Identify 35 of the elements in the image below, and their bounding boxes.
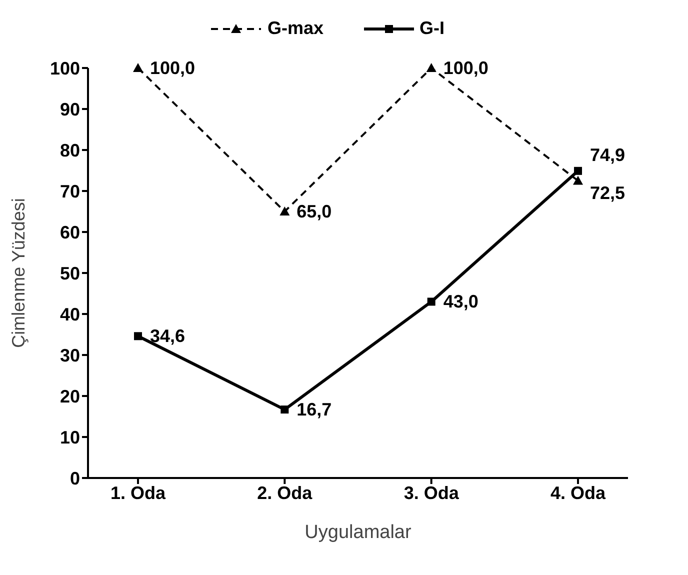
legend-label: G-max: [266, 18, 324, 39]
point: [280, 206, 290, 216]
y-tick-label: 30: [60, 345, 80, 366]
data-label: 74,9: [590, 144, 626, 165]
y-tick-label: 100: [50, 58, 80, 78]
data-label: 65,0: [296, 202, 332, 222]
data-label: 100,0: [150, 58, 196, 78]
y-tick-label: 70: [60, 181, 80, 202]
y-tick-label: 20: [60, 386, 80, 406]
y-tick-label: 50: [60, 263, 80, 284]
x-tick-label: 1. Oda: [110, 482, 166, 503]
point: [573, 176, 583, 185]
point: [280, 406, 289, 414]
x-tick-label: 4. Oda: [550, 482, 606, 503]
data-label: 16,7: [296, 400, 332, 420]
legend-label: G-I: [418, 18, 445, 39]
data-label: 72,5: [590, 182, 626, 203]
x-axis-title: Uygulamalar: [304, 522, 412, 543]
y-tick-label: 90: [60, 99, 80, 120]
x-tick-label: 2. Oda: [257, 482, 314, 503]
y-tick-label: 80: [60, 140, 80, 160]
x-tick-label: 3. Oda: [404, 482, 460, 503]
data-label: 43,0: [443, 292, 478, 312]
point: [574, 166, 582, 175]
y-axis-title: Çimlenme Yüzdesi: [8, 198, 28, 348]
y-tick-label: 10: [60, 427, 80, 448]
data-label: 34,6: [150, 326, 186, 346]
y-tick-label: 0: [70, 468, 80, 488]
data-label: 100,0: [443, 58, 488, 78]
point: [134, 332, 142, 340]
point: [133, 63, 143, 72]
y-tick-label: 40: [60, 304, 80, 324]
point: [426, 63, 436, 72]
point: [427, 298, 436, 306]
y-tick-label: 60: [60, 222, 80, 242]
